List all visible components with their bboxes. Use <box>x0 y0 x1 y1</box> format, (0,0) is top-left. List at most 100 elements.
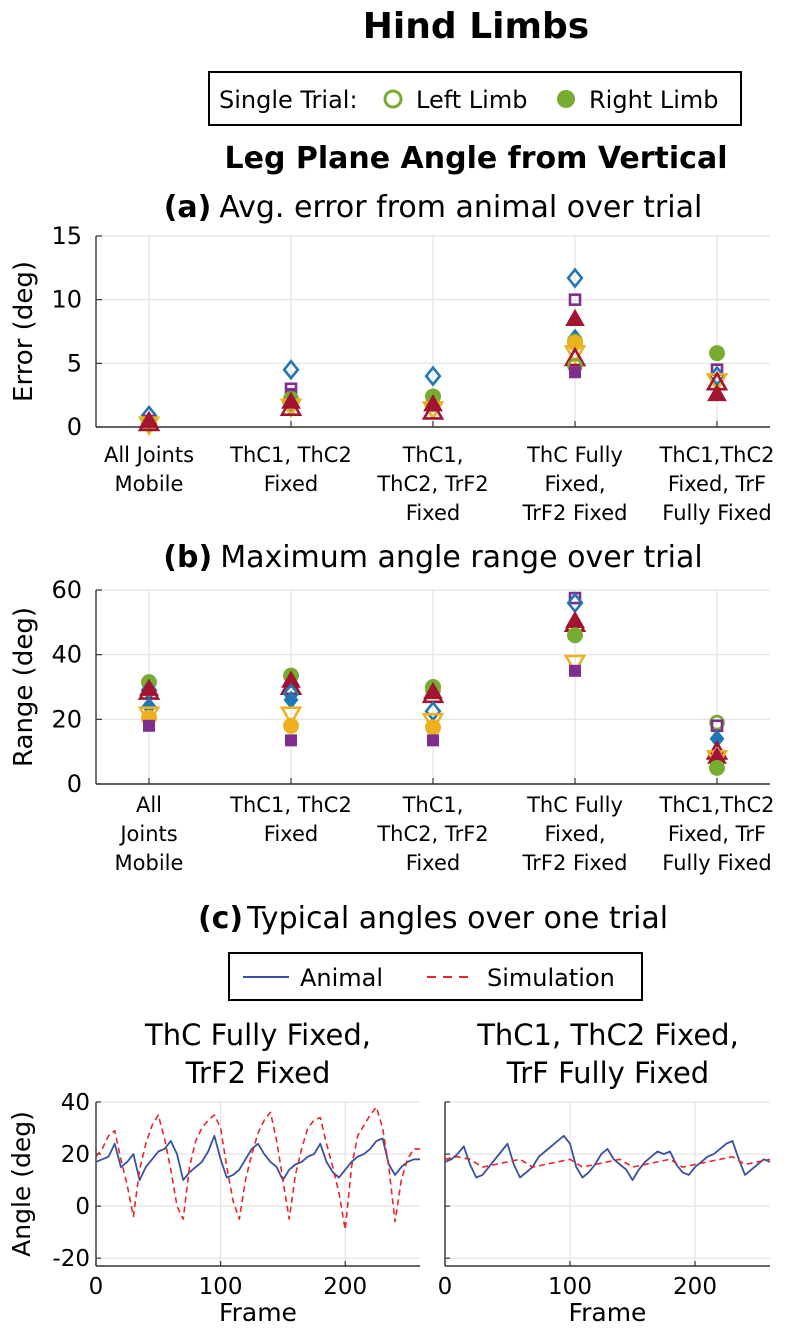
marker-circle-filled <box>283 717 299 734</box>
x-tick-label: Fully Fixed <box>662 851 771 875</box>
y-tick-label: 0 <box>67 770 82 798</box>
x-axis-label: Frame <box>219 1298 297 1327</box>
y-tick-label: 60 <box>51 576 82 604</box>
marker-diamond-open <box>282 359 300 381</box>
legend-open-circle-icon <box>383 89 403 109</box>
x-tick-label: Fixed, <box>544 472 605 496</box>
panel-a-title-text: Avg. error from animal over trial <box>219 190 702 225</box>
marker-square-filled <box>569 366 581 379</box>
marker-square-filled <box>143 719 155 732</box>
x-tick-label: Fully Fixed <box>662 501 771 525</box>
x-tick-label: Mobile <box>115 472 184 496</box>
x-tick-label: Fixed, TrF <box>668 472 766 496</box>
legend-sim-label: Simulation <box>487 964 615 992</box>
marker-square-filled <box>569 664 581 677</box>
legend-filled-circle-icon <box>557 90 575 108</box>
marker-circle-filled <box>567 627 583 644</box>
marker-triangle-open <box>137 411 161 432</box>
panel-c-title-text: Typical angles over one trial <box>246 901 668 936</box>
series-animal <box>95 1134 420 1181</box>
chart-b: 0 20 40 60 All Joints Mobile ThC1, ThC2 Fixed ThC… <box>9 576 775 875</box>
marker-circle-filled <box>709 345 725 362</box>
x-tick-label: ThC1,ThC2 <box>659 793 775 817</box>
marker-triangle-open <box>279 396 303 416</box>
marker-triangle-filled <box>565 308 585 327</box>
y-tick-label: 40 <box>51 641 82 669</box>
x-tick-label: Fixed <box>264 472 318 496</box>
y-tick-label: 5 <box>67 349 82 377</box>
y-tick-label: 15 <box>51 222 82 250</box>
left-plot-title-2: TrF2 Fixed <box>185 1056 331 1090</box>
x-tick-label: ThC1, ThC2 <box>229 793 352 817</box>
series-simulation <box>95 1106 420 1231</box>
x-tick-label: ThC1, <box>402 443 464 467</box>
chart-a: 0 5 10 15 All Joints Mobile ThC1, ThC2 Fixed ThC… <box>9 222 775 525</box>
x-tick-label: Fixed, <box>544 822 605 846</box>
left-plot-title-1: ThC Fully Fixed, <box>144 1018 371 1052</box>
marker-circle-filled <box>709 759 725 776</box>
panel-c-title: (c) Typical angles over one trial <box>198 901 668 936</box>
x-tick-label: TrF2 Fixed <box>522 501 628 525</box>
marker-triangle-down-open <box>563 654 587 675</box>
y-tick-label: -20 <box>52 1246 90 1272</box>
chart-c-right: 0 100 200 Frame <box>438 1101 771 1327</box>
marker-square-filled <box>427 734 439 747</box>
x-tick-label: Fixed <box>264 822 318 846</box>
series-animal <box>444 1134 771 1181</box>
x-tick-label: ThC1, ThC2 <box>229 443 352 467</box>
y-tick-label: 40 <box>61 1090 90 1116</box>
x-tick-label: ThC Fully <box>526 793 623 817</box>
y-tick-label: 0 <box>75 1194 90 1220</box>
y-tick-label: 20 <box>61 1142 90 1168</box>
marker-circle-open <box>709 714 725 731</box>
section-title: Leg Plane Angle from Vertical <box>225 141 728 176</box>
marker-square-open <box>568 293 582 306</box>
right-plot-title-1: ThC1, ThC2 Fixed, <box>476 1018 739 1052</box>
series-simulation <box>444 1155 771 1168</box>
legend-animal-label: Animal <box>300 964 383 992</box>
marker-circle-filled <box>425 719 441 736</box>
x-tick-label: ThC1,ThC2 <box>659 443 775 467</box>
marker-triangle-open <box>563 346 587 367</box>
x-tick-label: All Joints <box>104 443 194 467</box>
legend-prefix: Single Trial: <box>219 86 358 114</box>
x-tick-label: 200 <box>323 1274 367 1300</box>
y-axis-label: Error (deg) <box>9 261 39 402</box>
y-tick-label: 20 <box>51 705 82 733</box>
right-plot-title-2: TrF Fully Fixed <box>506 1056 709 1090</box>
x-tick-label: Mobile <box>115 851 184 875</box>
x-tick-label: 0 <box>438 1274 453 1300</box>
panel-b-title-text: Maximum angle range over trial <box>220 540 702 575</box>
panel-c-letter: (c) <box>198 901 243 936</box>
x-tick-label: ThC1, <box>402 793 464 817</box>
marker-diamond-open <box>424 365 442 387</box>
y-tick-label: 0 <box>67 413 82 441</box>
y-tick-label: 10 <box>51 286 82 314</box>
x-tick-label: All <box>136 793 162 817</box>
marker-triangle-down-open <box>279 706 303 727</box>
x-tick-label: ThC2, TrF2 <box>376 822 488 846</box>
marker-triangle-filled <box>707 383 727 402</box>
panel-a-letter: (a) <box>164 190 212 225</box>
x-tick-label: ThC2, TrF2 <box>376 472 488 496</box>
x-tick-label: Fixed <box>406 851 460 875</box>
marker-triangle-open <box>421 400 445 420</box>
panel-a-title: (a) Avg. error from animal over trial <box>164 190 703 225</box>
single-trial-legend: Single Trial: Left Limb Right Limb <box>208 71 742 126</box>
x-tick-label: 100 <box>199 1274 243 1300</box>
legend-left-limb: Left Limb <box>416 86 527 114</box>
x-tick-label: Fixed <box>406 501 460 525</box>
x-tick-label: TrF2 Fixed <box>522 851 628 875</box>
y-axis-label: Angle (deg) <box>7 1111 36 1257</box>
marker-square-filled <box>285 734 297 747</box>
line-legend: Animal Simulation <box>228 952 643 1001</box>
x-tick-label: 200 <box>673 1274 717 1300</box>
marker-triangle-down-open <box>563 345 587 365</box>
x-tick-label: ThC Fully <box>526 443 623 467</box>
x-tick-label: Fixed, TrF <box>668 822 766 846</box>
x-tick-label: 0 <box>89 1274 104 1300</box>
panel-b-letter: (b) <box>163 540 212 575</box>
y-axis-label: Range (deg) <box>9 607 39 767</box>
